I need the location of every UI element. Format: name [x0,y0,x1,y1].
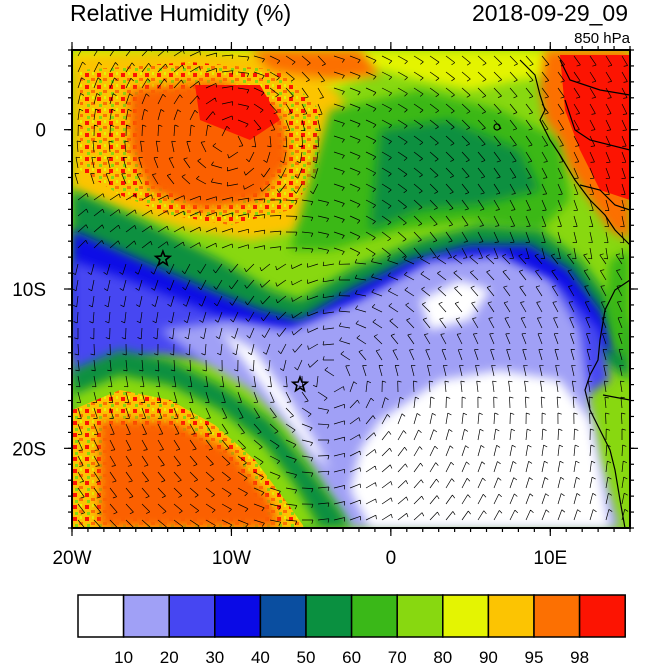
colorbar-swatch [533,594,581,638]
colorbar-swatch [122,594,170,638]
pressure-level: 850 hPa [574,30,630,47]
plot-title: Relative Humidity (%) [70,0,292,26]
colorbar-swatch [350,594,398,638]
lon-tick-label: 10W [212,548,251,569]
colorbar-label: 70 [388,648,407,667]
lon-tick-label: 20W [52,548,91,569]
colorbar-label: 10 [114,648,133,667]
colorbar-swatch [487,594,535,638]
colorbar-swatch [214,594,262,638]
colorbar-label: 98 [570,648,589,667]
lon-tick-label: 0 [386,548,397,569]
lat-tick-label: 0 [35,121,46,142]
colorbar-label: 30 [205,648,224,667]
africa-coastline [493,59,630,528]
star-marker-south [290,374,310,393]
map-ticks [64,42,638,536]
colorbar-label: 90 [479,648,498,667]
colorbar-label: 60 [342,648,361,667]
colorbar-label: 95 [525,648,544,667]
star-markers [153,248,310,393]
colorbar-swatch [77,594,125,638]
colorbar-swatch [259,594,307,638]
colorbar-swatch [396,594,444,638]
wind-barbs [72,50,629,528]
colorbar-label: 80 [433,648,452,667]
lat-tick-label: 20S [12,439,46,460]
star-marker-north [153,248,173,267]
axis-labels: 20W 10W 0 10E 0 10S 20S [12,121,567,569]
colorbar-label: 20 [160,648,179,667]
colorbar-swatch [168,594,216,638]
colorbar-swatch [578,594,626,638]
colorbar-label: 50 [297,648,316,667]
colorbar-swatch [305,594,353,638]
lat-tick-label: 10S [12,280,46,301]
humidity-field [72,50,630,528]
lon-tick-label: 10E [533,548,567,569]
colorbar-label: 40 [251,648,270,667]
colorbar-swatch [442,594,490,638]
valid-time: 2018-09-29_09 [471,0,628,26]
